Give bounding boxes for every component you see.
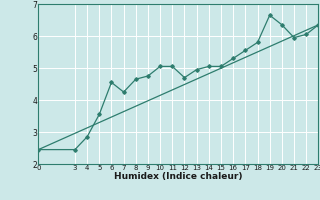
X-axis label: Humidex (Indice chaleur): Humidex (Indice chaleur) [114, 172, 243, 181]
